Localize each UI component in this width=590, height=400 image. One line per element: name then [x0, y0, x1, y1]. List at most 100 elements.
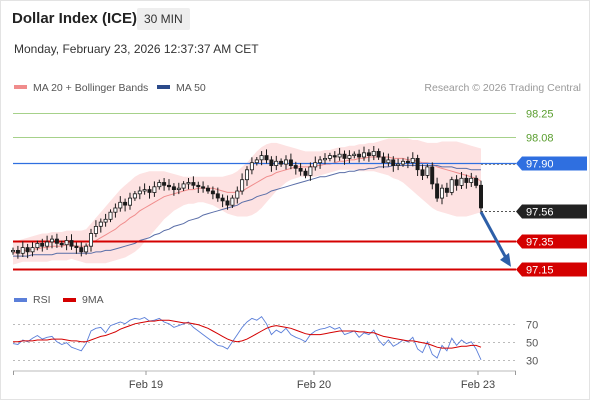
candle: [118, 196, 123, 212]
legend-swatch-rsi: [14, 298, 27, 302]
candle: [201, 181, 206, 193]
candle: [396, 158, 401, 171]
candle: [332, 151, 337, 163]
forecast-arrow-head: [500, 252, 511, 267]
candle: [283, 155, 288, 170]
candle: [279, 158, 284, 167]
candles-layer: [10, 146, 483, 259]
candle: [59, 240, 64, 248]
candle: [137, 186, 142, 200]
rsi-tick-30: 30: [526, 356, 538, 368]
candle: [420, 164, 425, 180]
candle: [176, 182, 181, 195]
candle: [474, 175, 479, 189]
candle: [171, 183, 176, 196]
candle: [84, 243, 89, 255]
candle: [327, 152, 332, 162]
rsi-panel: 70 50 30: [12, 315, 538, 368]
candle: [89, 228, 94, 252]
candle: [162, 178, 167, 191]
candle: [415, 154, 420, 176]
legend-rsi9: 9MA: [82, 294, 104, 306]
candle: [220, 194, 225, 208]
legend-swatch-ma50: [157, 85, 170, 89]
x-tick-label: Feb 20: [297, 379, 331, 391]
candle: [439, 184, 444, 205]
level-label-97.15: 97.15: [526, 265, 554, 277]
candle: [371, 146, 376, 161]
candle: [50, 235, 55, 249]
candle: [308, 162, 313, 181]
legend-swatch-rsi9: [63, 298, 76, 302]
candle: [196, 181, 201, 193]
candle: [386, 153, 391, 167]
candle: [45, 235, 50, 250]
rsi-9ma-line: [13, 319, 482, 349]
level-badges-layer: 98.25 98.08 97.90 97.56 97.35 97.15: [516, 109, 587, 277]
candle: [15, 245, 20, 259]
legend-rsi: RSI: [33, 294, 51, 306]
x-axis: Feb 19 Feb 20 Feb 23: [13, 371, 516, 391]
timeframe-badge[interactable]: 30 MIN: [137, 8, 190, 30]
candle: [157, 179, 162, 190]
level-label-98.08: 98.08: [526, 133, 554, 145]
candle: [405, 156, 410, 169]
candle: [342, 150, 347, 165]
candle: [366, 149, 371, 162]
legend-ma20: MA 20 + Bollinger Bands: [33, 82, 148, 94]
candle: [74, 242, 79, 254]
candle: [69, 234, 74, 250]
candle: [269, 156, 274, 172]
candle: [132, 191, 137, 201]
candle: [235, 186, 240, 204]
candle: [410, 152, 415, 167]
credit: Research © 2026 Trading Central: [424, 82, 581, 94]
candle: [444, 182, 449, 197]
level-label-97.35: 97.35: [526, 237, 554, 249]
candle: [249, 157, 254, 175]
rsi-tick-50: 50: [526, 338, 538, 350]
candle: [352, 151, 357, 159]
candle: [337, 148, 342, 161]
candle: [274, 155, 279, 171]
candle: [191, 176, 196, 189]
candle: [25, 243, 30, 259]
level-label-97.56: 97.56: [526, 207, 554, 219]
candle: [400, 158, 405, 167]
rsi-tick-70: 70: [526, 320, 538, 332]
forecast-arrow-shaft: [479, 211, 509, 261]
candle: [215, 187, 220, 202]
candle: [10, 247, 15, 255]
header: Dollar Index (ICE) 30 MIN: [1, 1, 589, 39]
level-badge-97.35: [516, 234, 587, 249]
candle: [459, 172, 464, 189]
rsi-line: [12, 315, 482, 360]
candle: [113, 203, 118, 218]
candle: [35, 240, 40, 251]
candle: [108, 209, 113, 223]
candle: [322, 153, 327, 165]
candle: [123, 198, 128, 212]
candle: [430, 162, 435, 190]
candle: [303, 168, 308, 179]
legend-ma50: MA 50: [176, 82, 206, 94]
candle: [40, 238, 45, 252]
candle: [186, 178, 191, 190]
candle: [30, 242, 35, 257]
candle: [381, 152, 386, 169]
candle: [361, 146, 366, 161]
candle: [240, 173, 245, 195]
level-lines-layer: [13, 113, 516, 271]
candle: [288, 153, 293, 170]
candle: [435, 177, 440, 202]
candle: [166, 179, 171, 191]
candle: [79, 242, 84, 257]
candle: [357, 149, 362, 163]
candle: [254, 157, 259, 166]
legend-swatch-ma20: [14, 85, 27, 89]
candle: [93, 220, 98, 238]
level-badge-97.15: [516, 262, 587, 277]
candle: [210, 186, 215, 200]
candle: [293, 161, 298, 175]
